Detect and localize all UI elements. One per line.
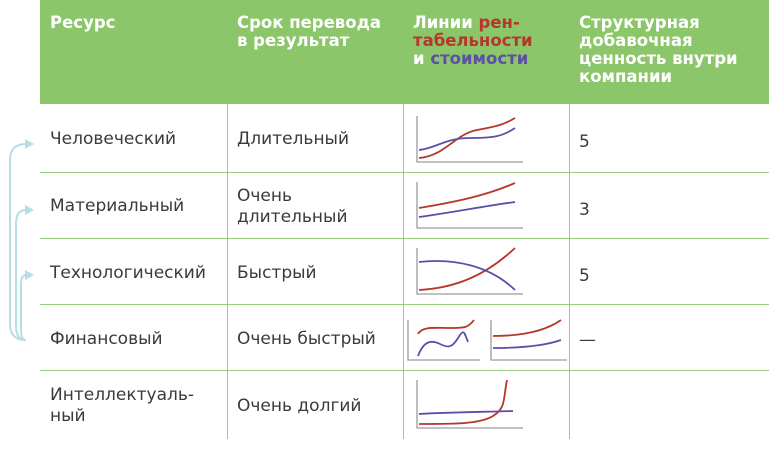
conversion-term: Очень длительный xyxy=(237,186,348,227)
trend-chart xyxy=(407,319,480,361)
row-divider xyxy=(40,172,769,173)
profitability-line xyxy=(418,247,516,291)
profitability-line xyxy=(418,182,516,209)
column-divider xyxy=(569,104,570,439)
resource-name: Интеллектуаль-ный xyxy=(50,385,195,426)
header-lines-value: стоимости xyxy=(430,49,529,68)
resource-name: Материальный xyxy=(50,196,185,216)
conversion-term: Быстрый xyxy=(237,263,317,283)
header-structural-value: Структурная добавочная ценность внутри к… xyxy=(579,13,738,86)
structural-value: 3 xyxy=(579,200,590,220)
conversion-term: Очень быстрый xyxy=(237,329,376,349)
value-line xyxy=(417,331,469,357)
value-line xyxy=(418,127,516,151)
conversion-term: Длительный xyxy=(237,129,350,149)
table-row: Технологический Быстрый 5 xyxy=(40,238,769,304)
resource-name: Финансовый xyxy=(50,329,163,349)
trend-chart xyxy=(416,379,523,429)
column-divider xyxy=(403,104,404,439)
resource-name: Технологический xyxy=(50,263,206,283)
resource-table: Ресурс Срок перевода в результат Линии р… xyxy=(40,0,769,450)
value-line xyxy=(418,201,516,218)
profitability-line xyxy=(418,117,516,159)
header-lines: Линии рен- табельности и стоимости xyxy=(413,13,533,68)
profitability-line xyxy=(492,319,562,337)
trend-chart xyxy=(490,319,567,361)
profitability-line xyxy=(417,319,475,335)
value-line xyxy=(492,339,562,349)
resource-name: Человеческий xyxy=(50,129,177,149)
trend-chart xyxy=(416,182,523,229)
profitability-line xyxy=(418,379,508,425)
column-divider xyxy=(227,104,228,439)
header-term: Срок перевода в результат xyxy=(237,13,382,50)
table-row: Человеческий Длительный 5 xyxy=(40,104,769,172)
table-header: Ресурс Срок перевода в результат Линии р… xyxy=(40,0,769,104)
structural-value: — xyxy=(579,330,596,350)
table-row: Интеллектуаль-ный Очень долгий xyxy=(40,370,769,438)
value-line xyxy=(418,410,514,415)
trend-chart xyxy=(416,247,523,295)
resource-flow-arrows xyxy=(9,139,34,341)
header-lines-profitability-cont: табельности xyxy=(413,31,533,50)
trend-chart xyxy=(416,116,523,163)
header-resource: Ресурс xyxy=(50,13,116,32)
header-lines-profitability: рен- xyxy=(478,13,520,32)
value-line xyxy=(418,260,516,291)
structural-value: 5 xyxy=(579,266,590,286)
structural-value: 5 xyxy=(579,132,590,152)
row-divider xyxy=(40,370,769,371)
row-divider xyxy=(40,238,769,239)
conversion-term: Очень долгий xyxy=(237,396,362,416)
table-row: Материальный Очень длительный 3 xyxy=(40,172,769,238)
row-divider xyxy=(40,304,769,305)
table-row: Финансовый Очень быстрый — xyxy=(40,304,769,370)
